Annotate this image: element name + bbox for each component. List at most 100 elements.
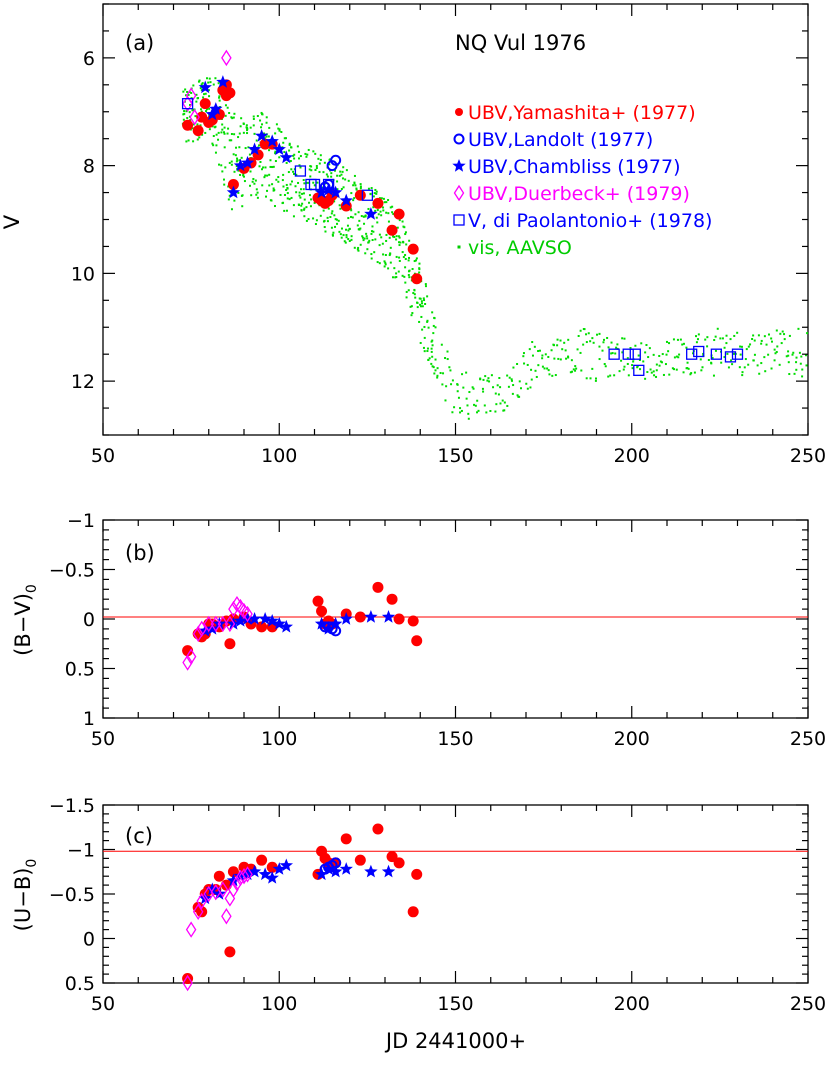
aavso-point <box>315 167 318 170</box>
aavso-point <box>602 338 605 341</box>
aavso-point <box>711 356 714 359</box>
aavso-point <box>622 368 625 371</box>
aavso-point <box>303 182 306 185</box>
aavso-point <box>296 145 299 148</box>
aavso-point <box>249 126 252 129</box>
aavso-point <box>370 232 373 235</box>
aavso-point <box>793 372 796 375</box>
aavso-point <box>434 358 437 361</box>
aavso-point <box>361 235 364 238</box>
aavso-point <box>300 209 303 212</box>
aavso-point <box>799 362 802 365</box>
aavso-point <box>665 340 668 343</box>
aavso-point <box>356 248 359 251</box>
aavso-point <box>655 363 658 366</box>
aavso-point <box>787 354 790 357</box>
aavso-point <box>192 140 195 143</box>
aavso-point <box>186 90 189 93</box>
aavso-point <box>330 172 333 175</box>
aavso-point <box>308 194 311 197</box>
aavso-point <box>233 199 236 202</box>
panel-b-data-marks <box>182 581 423 671</box>
aavso-point <box>329 216 332 219</box>
aavso-point <box>338 204 341 207</box>
legend-swatch <box>453 133 465 145</box>
aavso-point <box>419 341 422 344</box>
aavso-point <box>487 377 490 380</box>
aavso-point <box>424 283 427 286</box>
aavso-point <box>332 231 335 234</box>
x-tick-label: 150 <box>437 993 473 1015</box>
aavso-point <box>695 335 698 338</box>
aavso-point <box>736 331 739 334</box>
aavso-point <box>615 346 618 349</box>
aavso-point <box>196 138 199 141</box>
aavso-point <box>462 386 465 389</box>
aavso-point <box>466 404 469 407</box>
aavso-point <box>507 385 510 388</box>
aavso-point <box>559 339 562 342</box>
aavso-point <box>234 154 237 157</box>
aavso-point <box>778 363 781 366</box>
aavso-point <box>477 409 480 412</box>
aavso-point <box>289 183 292 186</box>
data-point-dot <box>224 946 236 958</box>
aavso-point <box>733 334 736 337</box>
aavso-point <box>516 362 519 365</box>
aavso-point <box>731 363 734 366</box>
data-point-dot <box>372 197 384 209</box>
aavso-point <box>551 374 554 377</box>
aavso-point <box>450 383 453 386</box>
data-point-square <box>308 178 321 191</box>
aavso-point <box>384 261 387 264</box>
data-point-star <box>381 864 396 878</box>
data-point-diamond <box>185 648 197 665</box>
aavso-point <box>373 251 376 254</box>
aavso-point <box>485 411 488 414</box>
aavso-point <box>402 225 405 228</box>
aavso-point <box>218 99 221 102</box>
aavso-point <box>361 236 364 239</box>
aavso-point <box>534 369 537 372</box>
aavso-point <box>283 193 286 196</box>
aavso-point <box>775 329 778 332</box>
aavso-point <box>353 197 356 200</box>
aavso-point <box>649 368 652 371</box>
aavso-point <box>530 368 533 371</box>
aavso-point <box>763 335 766 338</box>
y-tick-label: 0 <box>83 929 95 951</box>
aavso-point <box>339 170 342 173</box>
aavso-point <box>660 361 663 364</box>
data-point-star <box>265 871 279 884</box>
aavso-point <box>382 197 385 200</box>
aavso-point <box>427 359 430 362</box>
x-tick-label: 50 <box>91 993 115 1015</box>
y-tick-label: 1 <box>83 708 95 730</box>
aavso-point <box>411 312 414 315</box>
legend-label: UBV,Landolt (1977) <box>468 129 653 151</box>
aavso-point <box>465 397 468 400</box>
data-point-star <box>216 75 230 88</box>
aavso-point <box>388 236 391 239</box>
aavso-point <box>283 151 286 154</box>
aavso-point <box>541 354 544 357</box>
aavso-point <box>200 83 203 86</box>
data-point-square <box>731 348 744 360</box>
aavso-point <box>350 192 353 195</box>
aavso-point <box>353 182 356 185</box>
aavso-point <box>309 205 312 208</box>
aavso-point <box>194 115 197 118</box>
aavso-point <box>202 96 205 99</box>
aavso-point <box>497 393 500 396</box>
legend-swatch <box>453 214 465 226</box>
data-point-diamond <box>182 974 193 992</box>
aavso-point <box>187 139 190 142</box>
panel-b-label: (b) <box>125 541 155 565</box>
aavso-point <box>336 222 339 225</box>
aavso-point <box>805 354 808 357</box>
aavso-point <box>370 230 373 233</box>
data-point-dot <box>340 833 352 845</box>
aavso-point <box>652 370 655 373</box>
aavso-point <box>353 246 356 249</box>
aavso-point <box>508 376 511 379</box>
